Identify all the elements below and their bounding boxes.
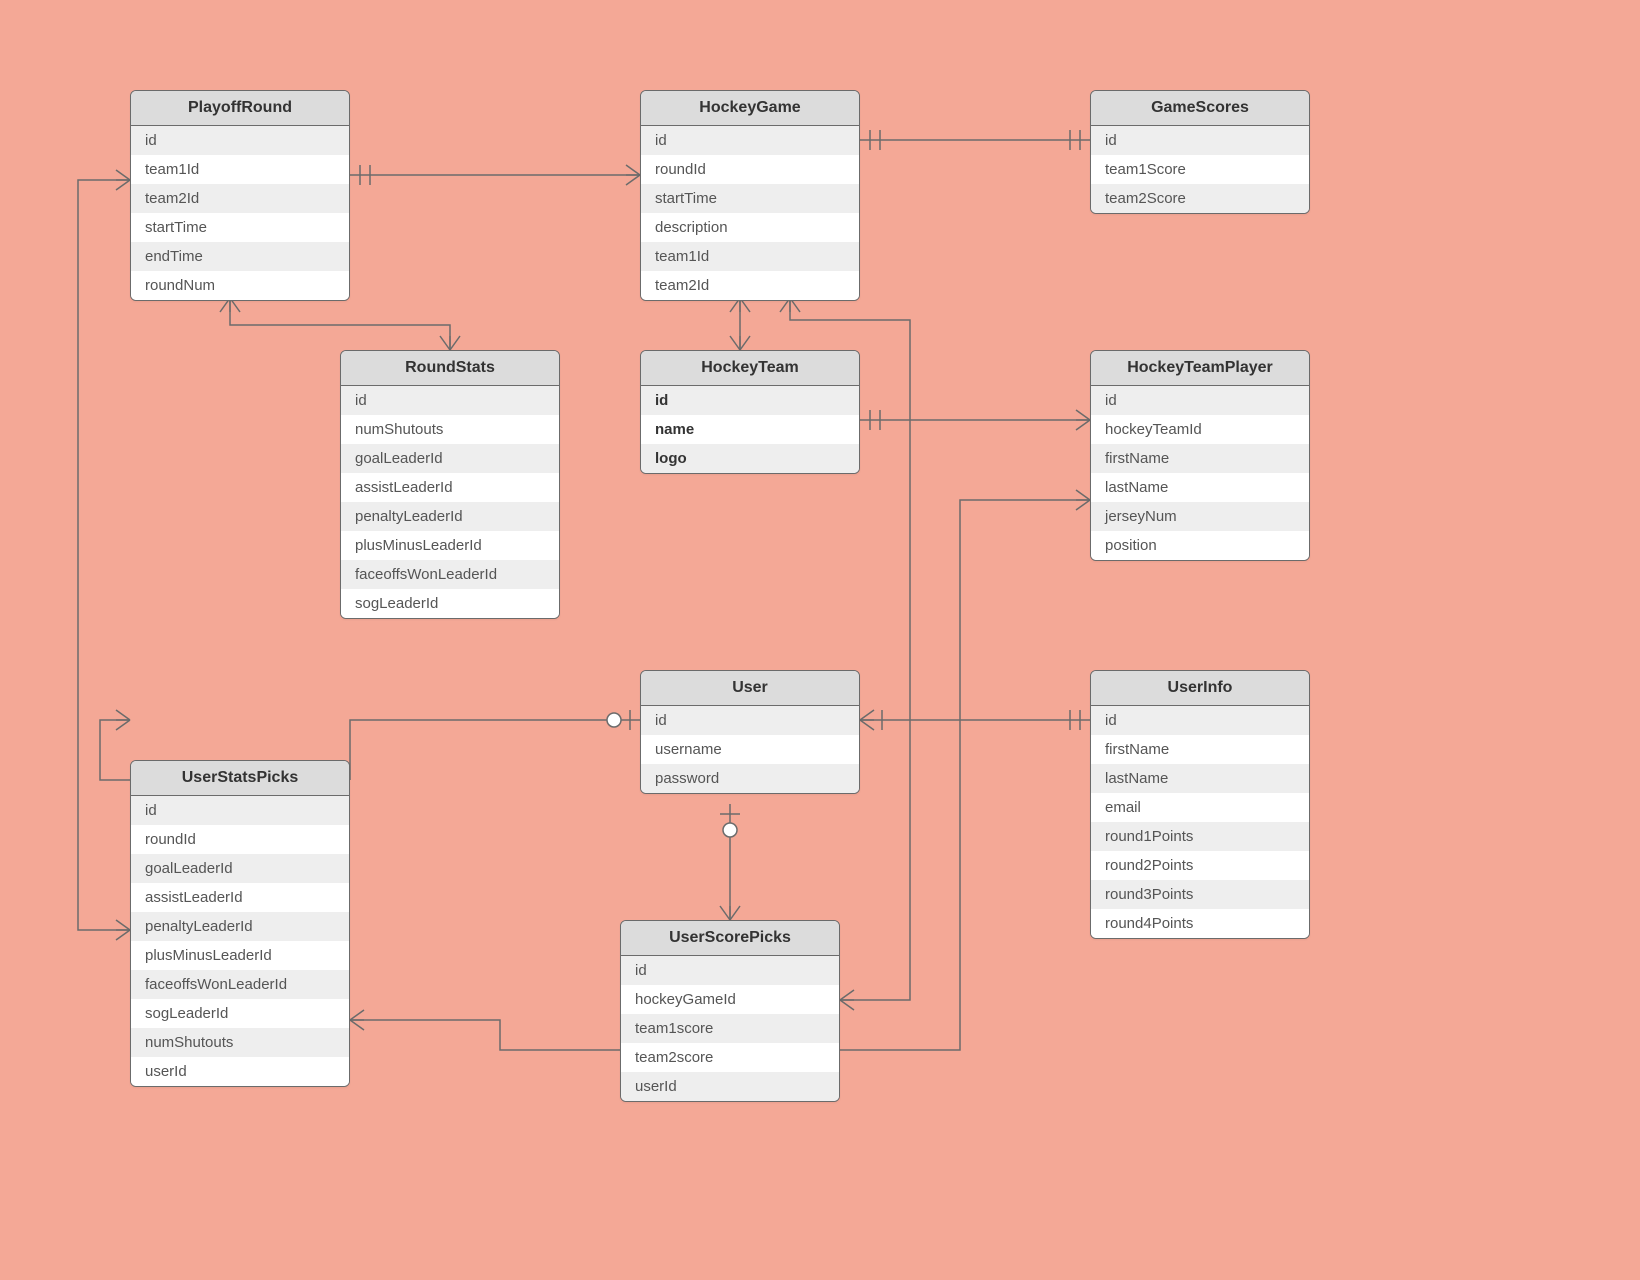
entity-field: round1Points — [1091, 822, 1309, 851]
entity-field: team1Score — [1091, 155, 1309, 184]
entity-field: lastName — [1091, 473, 1309, 502]
entity-field: team2Id — [641, 271, 859, 300]
entity-field: faceoffsWonLeaderId — [131, 970, 349, 999]
entity-field: team2Id — [131, 184, 349, 213]
entity-field: round2Points — [1091, 851, 1309, 880]
entity-field: team1Id — [641, 242, 859, 271]
entity-field: hockeyGameId — [621, 985, 839, 1014]
entity-field: penaltyLeaderId — [131, 912, 349, 941]
entity-field: plusMinusLeaderId — [341, 531, 559, 560]
entity-field: plusMinusLeaderId — [131, 941, 349, 970]
entity-playoffround: PlayoffRoundidteam1Idteam2IdstartTimeend… — [130, 90, 350, 301]
entity-field: lastName — [1091, 764, 1309, 793]
entity-title: HockeyTeam — [641, 351, 859, 386]
entity-title: UserStatsPicks — [131, 761, 349, 796]
entity-field: sogLeaderId — [131, 999, 349, 1028]
entity-userscorepicks: UserScorePicksidhockeyGameIdteam1scorete… — [620, 920, 840, 1102]
entity-field: roundId — [131, 825, 349, 854]
entity-field: goalLeaderId — [341, 444, 559, 473]
entity-field: id — [1091, 126, 1309, 155]
entity-hockeyteam: HockeyTeamidnamelogo — [640, 350, 860, 474]
entity-title: User — [641, 671, 859, 706]
entity-hockeyteamplayer: HockeyTeamPlayeridhockeyTeamIdfirstNamel… — [1090, 350, 1310, 561]
entity-field: numShutouts — [131, 1028, 349, 1057]
entity-field: startTime — [131, 213, 349, 242]
entity-field: assistLeaderId — [131, 883, 349, 912]
edge-pr-hg — [350, 165, 640, 185]
edge-usp-user-left — [100, 710, 130, 780]
entity-title: HockeyGame — [641, 91, 859, 126]
entity-field: id — [1091, 386, 1309, 415]
entity-field: sogLeaderId — [341, 589, 559, 618]
entity-title: GameScores — [1091, 91, 1309, 126]
edge-usp-pr-left — [78, 170, 130, 940]
er-canvas: PlayoffRoundidteam1Idteam2IdstartTimeend… — [0, 0, 1640, 1280]
entity-field: faceoffsWonLeaderId — [341, 560, 559, 589]
entity-title: PlayoffRound — [131, 91, 349, 126]
entity-field: position — [1091, 531, 1309, 560]
entity-user: Useridusernamepassword — [640, 670, 860, 794]
entity-gamescores: GameScoresidteam1Scoreteam2Score — [1090, 90, 1310, 214]
entity-field: id — [1091, 706, 1309, 735]
entity-field: firstName — [1091, 735, 1309, 764]
edge-hg-ht — [730, 298, 750, 350]
entity-hockeygame: HockeyGameidroundIdstartTimedescriptiont… — [640, 90, 860, 301]
entity-field: email — [1091, 793, 1309, 822]
entity-field: id — [641, 706, 859, 735]
entity-field: startTime — [641, 184, 859, 213]
entity-field: hockeyTeamId — [1091, 415, 1309, 444]
edge-pr-rs — [220, 298, 460, 350]
entity-field: penaltyLeaderId — [341, 502, 559, 531]
edge-user-usp-right — [350, 710, 640, 780]
edge-user-usp-bottom — [720, 804, 740, 920]
entity-title: UserScorePicks — [621, 921, 839, 956]
entity-field: endTime — [131, 242, 349, 271]
entity-field: name — [641, 415, 859, 444]
entity-field: round3Points — [1091, 880, 1309, 909]
entity-field: id — [641, 386, 859, 415]
entity-field: jerseyNum — [1091, 502, 1309, 531]
entity-field: id — [621, 956, 839, 985]
entity-field: id — [341, 386, 559, 415]
edge-user-info — [860, 710, 1090, 730]
entity-userinfo: UserInfoidfirstNamelastNameemailround1Po… — [1090, 670, 1310, 939]
entity-field: roundId — [641, 155, 859, 184]
entity-field: team1score — [621, 1014, 839, 1043]
entity-field: logo — [641, 444, 859, 473]
entity-title: RoundStats — [341, 351, 559, 386]
entity-field: team1Id — [131, 155, 349, 184]
entity-field: round4Points — [1091, 909, 1309, 938]
entity-title: HockeyTeamPlayer — [1091, 351, 1309, 386]
entity-field: assistLeaderId — [341, 473, 559, 502]
entity-field: id — [131, 126, 349, 155]
entity-field: id — [641, 126, 859, 155]
entity-userstatspicks: UserStatsPicksidroundIdgoalLeaderIdassis… — [130, 760, 350, 1087]
entity-field: userId — [621, 1072, 839, 1101]
edge-hg-gs — [860, 130, 1090, 150]
edge-ht-htp — [860, 410, 1090, 430]
entity-title: UserInfo — [1091, 671, 1309, 706]
entity-field: firstName — [1091, 444, 1309, 473]
entity-field: id — [131, 796, 349, 825]
entity-field: team2Score — [1091, 184, 1309, 213]
entity-roundstats: RoundStatsidnumShutoutsgoalLeaderIdassis… — [340, 350, 560, 619]
entity-field: team2score — [621, 1043, 839, 1072]
entity-field: goalLeaderId — [131, 854, 349, 883]
entity-field: username — [641, 735, 859, 764]
entity-field: numShutouts — [341, 415, 559, 444]
entity-field: roundNum — [131, 271, 349, 300]
entity-field: password — [641, 764, 859, 793]
entity-field: userId — [131, 1057, 349, 1086]
entity-field: description — [641, 213, 859, 242]
